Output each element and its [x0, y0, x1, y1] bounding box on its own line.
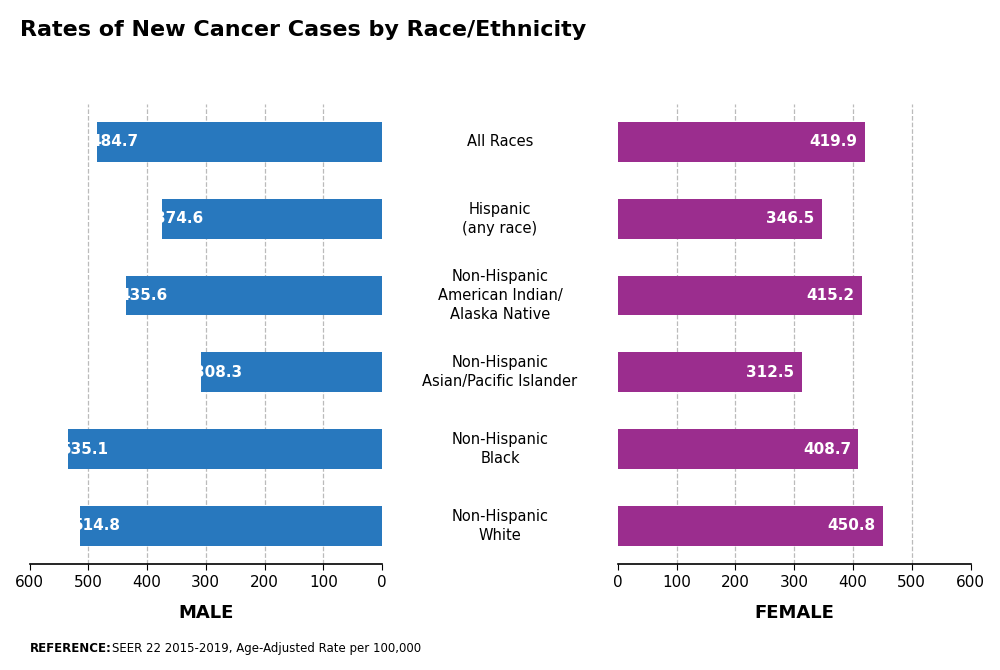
- Bar: [618, 275, 862, 316]
- X-axis label: MALE: MALE: [178, 604, 233, 622]
- Text: 346.5: 346.5: [766, 211, 815, 226]
- Text: Non-Hispanic
American Indian/
Alaska Native: Non-Hispanic American Indian/ Alaska Nat…: [438, 269, 562, 322]
- Text: 484.7: 484.7: [90, 135, 138, 149]
- Text: REFERENCE:: REFERENCE:: [30, 643, 112, 655]
- Bar: [618, 199, 822, 239]
- X-axis label: FEMALE: FEMALE: [754, 604, 834, 622]
- Bar: [68, 429, 382, 469]
- Bar: [162, 199, 382, 239]
- Text: Non-Hispanic
Black: Non-Hispanic Black: [452, 432, 548, 466]
- Text: 408.7: 408.7: [803, 442, 851, 456]
- Text: Rates of New Cancer Cases by Race/Ethnicity: Rates of New Cancer Cases by Race/Ethnic…: [20, 20, 586, 40]
- Bar: [618, 429, 858, 469]
- Bar: [126, 275, 382, 316]
- Text: 415.2: 415.2: [807, 288, 855, 303]
- Text: Non-Hispanic
White: Non-Hispanic White: [452, 509, 548, 543]
- Text: 312.5: 312.5: [746, 364, 795, 380]
- Bar: [201, 352, 382, 392]
- Text: Hispanic
(any race): Hispanic (any race): [462, 202, 538, 236]
- Text: 435.6: 435.6: [119, 288, 167, 303]
- Bar: [618, 506, 883, 546]
- Bar: [618, 122, 865, 162]
- Text: 514.8: 514.8: [73, 519, 121, 533]
- Text: 308.3: 308.3: [194, 364, 242, 380]
- Text: 419.9: 419.9: [810, 135, 858, 149]
- Text: All Races: All Races: [467, 135, 533, 149]
- Bar: [97, 122, 382, 162]
- Bar: [618, 352, 802, 392]
- Text: 450.8: 450.8: [828, 519, 876, 533]
- Text: 535.1: 535.1: [61, 442, 109, 456]
- Text: Non-Hispanic
Asian/Pacific Islander: Non-Hispanic Asian/Pacific Islander: [422, 356, 578, 389]
- Text: 374.6: 374.6: [155, 211, 203, 226]
- Bar: [80, 506, 382, 546]
- Text: SEER 22 2015-2019, Age-Adjusted Rate per 100,000: SEER 22 2015-2019, Age-Adjusted Rate per…: [112, 643, 421, 655]
